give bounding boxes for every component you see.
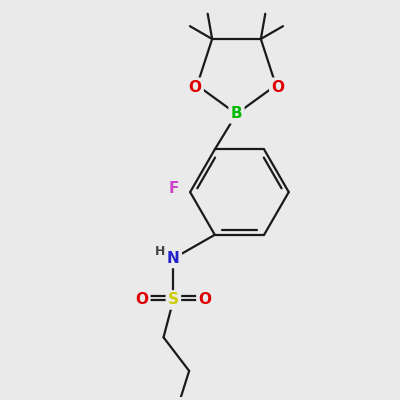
Text: O: O (198, 292, 212, 307)
Text: N: N (167, 251, 180, 266)
Text: F: F (168, 182, 179, 196)
Text: B: B (231, 106, 242, 122)
Text: O: O (271, 80, 284, 95)
Text: H: H (154, 245, 165, 258)
Text: O: O (135, 292, 148, 307)
Text: O: O (189, 80, 202, 95)
Text: S: S (168, 292, 179, 307)
